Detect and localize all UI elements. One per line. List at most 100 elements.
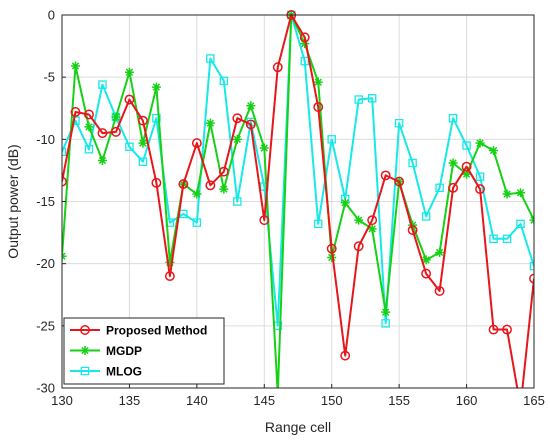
data-point [448, 113, 458, 123]
data-point [462, 141, 471, 150]
data-point [475, 184, 486, 195]
data-point [232, 113, 243, 124]
data-point [165, 257, 175, 267]
data-point [435, 183, 444, 193]
series-layer [62, 10, 534, 388]
data-point [475, 172, 485, 181]
data-point [462, 169, 472, 179]
data-point [124, 94, 135, 105]
data-point [435, 247, 445, 257]
data-point [516, 188, 526, 198]
y-tick-label: -5 [43, 70, 55, 85]
data-point [125, 142, 134, 152]
data-point [191, 138, 202, 149]
data-point [138, 138, 148, 148]
x-tick-label: 160 [456, 393, 478, 408]
data-point [151, 82, 161, 92]
series-line [62, 14, 534, 327]
data-point [461, 161, 472, 172]
data-point [152, 113, 161, 123]
data-point [299, 32, 310, 43]
data-point [394, 118, 404, 128]
legend-label: MGDP [106, 344, 142, 358]
data-point [516, 219, 525, 229]
data-point [245, 119, 256, 130]
y-tick-label: -20 [36, 256, 55, 271]
legend-marker [80, 325, 90, 335]
data-point [367, 215, 378, 226]
data-point [313, 102, 324, 112]
data-point [340, 198, 350, 208]
data-point [84, 145, 94, 154]
data-point [259, 143, 269, 153]
data-point [502, 324, 512, 335]
data-point [98, 80, 107, 89]
data-point [434, 286, 445, 296]
data-point [84, 109, 94, 120]
data-point [421, 255, 431, 265]
legend-label: MLOG [106, 365, 142, 379]
data-point [367, 224, 377, 234]
data-point [381, 319, 390, 328]
legend-marker [80, 366, 90, 376]
data-point [354, 95, 363, 104]
data-point [218, 166, 229, 177]
data-point [232, 134, 242, 144]
legend-label: Proposed Method [106, 324, 207, 338]
x-tick-label: 145 [253, 393, 275, 408]
data-point [219, 76, 229, 86]
data-point [394, 176, 405, 187]
data-point [421, 212, 431, 221]
legend: Proposed Method MGDP MLOG [63, 317, 225, 385]
data-point [97, 155, 107, 165]
data-point [97, 128, 108, 139]
data-point [326, 243, 337, 254]
data-point [272, 62, 283, 73]
y-axis-title: Output power (dB) [5, 144, 21, 258]
legend-entry: Proposed Method [70, 324, 207, 338]
data-point [502, 189, 512, 199]
x-tick-label: 150 [321, 393, 343, 408]
axis-ticks: 130 135 140 145 150 155 160 165 0 -5 -10 -15 -20 -25 -… [36, 8, 545, 409]
x-tick-label: 135 [119, 393, 141, 408]
legend-marker [80, 346, 90, 355]
data-point [502, 234, 512, 244]
data-point [138, 157, 148, 166]
data-point [300, 39, 310, 49]
data-point [205, 118, 215, 128]
data-point [408, 158, 417, 168]
series-proposed-method [62, 10, 534, 388]
data-point [475, 138, 485, 148]
data-point [381, 307, 391, 317]
data-point [354, 215, 364, 225]
data-point [488, 324, 499, 335]
y-tick-label: -10 [36, 132, 55, 147]
data-point [327, 135, 336, 144]
data-point [205, 180, 216, 191]
x-axis-title: Range cell [265, 419, 331, 435]
data-point [313, 219, 323, 229]
data-point [327, 252, 337, 262]
data-point [110, 126, 121, 137]
y-tick-label: -30 [36, 381, 55, 396]
data-point [408, 220, 418, 230]
data-point [151, 177, 162, 188]
data-point [340, 350, 351, 361]
x-tick-label: 165 [523, 393, 545, 408]
legend-entry: MGDP [70, 344, 142, 358]
data-point [178, 179, 189, 190]
data-point [353, 241, 364, 252]
legend-entry: MLOG [70, 365, 142, 379]
data-point [124, 67, 134, 77]
data-point [70, 61, 80, 71]
data-point [62, 176, 67, 187]
data-point [407, 225, 418, 236]
x-tick-label: 140 [186, 393, 208, 408]
data-point [448, 158, 458, 168]
data-point [233, 197, 242, 206]
y-tick-label: -25 [36, 318, 55, 333]
data-point [313, 77, 323, 87]
data-point [164, 271, 175, 282]
data-point [84, 122, 94, 132]
